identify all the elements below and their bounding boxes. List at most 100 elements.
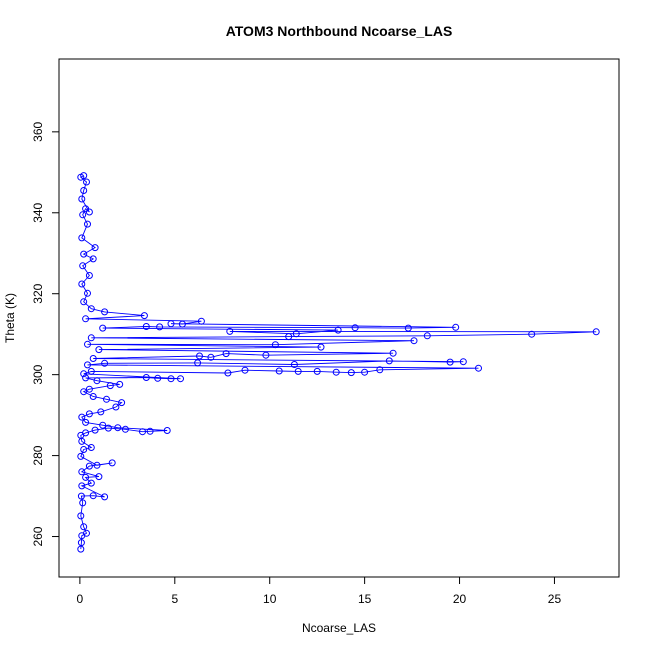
data-point (262, 351, 270, 359)
x-axis: 0 5 10 15 20 25 (77, 576, 561, 606)
data-point (85, 410, 93, 418)
y-axis: 260 280 300 320 340 360 (31, 122, 60, 547)
x-tick-label: 15 (358, 592, 372, 606)
data-point (410, 337, 418, 345)
data-point (84, 340, 91, 348)
data-point (118, 399, 126, 407)
data-point (224, 369, 232, 377)
data-point (163, 427, 171, 434)
data-point (167, 375, 175, 383)
data-point (196, 352, 203, 360)
data-point (78, 468, 86, 476)
data-point (389, 349, 397, 357)
data-point (142, 323, 150, 330)
data-point (222, 350, 230, 358)
data-point (87, 334, 95, 342)
data-point (82, 374, 90, 382)
data-point (241, 366, 249, 374)
data-point (167, 320, 175, 328)
data-point (85, 272, 93, 279)
data-point (80, 446, 88, 453)
data-point (423, 332, 431, 340)
data-point (78, 234, 86, 242)
data-point (80, 187, 88, 194)
data-point (80, 250, 88, 258)
data-point (80, 298, 88, 306)
data-point (78, 195, 86, 203)
data-point (89, 355, 97, 362)
data-point (332, 368, 340, 376)
data-point (404, 324, 412, 332)
data-point (82, 418, 90, 426)
data-point (121, 425, 129, 433)
data-point (334, 326, 342, 334)
data-point (452, 323, 460, 331)
data-point (475, 364, 482, 372)
data-point (154, 374, 162, 382)
data-point (84, 220, 91, 228)
data-point (95, 346, 103, 354)
data-point (77, 452, 85, 460)
data-point (376, 366, 384, 374)
x-tick-label: 5 (171, 592, 178, 606)
data-point (77, 545, 85, 553)
data-point (385, 357, 393, 365)
data-point (87, 444, 95, 451)
y-tick-label: 360 (31, 122, 45, 142)
data-point (95, 473, 103, 481)
data-point (85, 208, 93, 216)
data-point (89, 255, 97, 263)
data-point (592, 328, 600, 336)
data-point (87, 305, 95, 313)
data-point (292, 330, 300, 338)
data-point (101, 359, 109, 367)
data-point (146, 427, 154, 435)
data-point (177, 375, 184, 383)
data-point (83, 529, 90, 537)
data-point (275, 367, 283, 375)
data-point (80, 370, 88, 378)
data-point (77, 539, 85, 547)
data-point (114, 424, 122, 432)
data-point (85, 462, 93, 470)
data-point (93, 461, 101, 469)
x-tick-label: 20 (453, 592, 467, 606)
data-point (285, 333, 293, 341)
data-point (194, 359, 202, 367)
data-point (156, 323, 164, 331)
data-point (78, 280, 86, 288)
data-point (87, 479, 95, 487)
data-point (89, 492, 97, 500)
data-point (84, 361, 91, 369)
data-point (112, 403, 120, 411)
data-point (178, 320, 186, 328)
data-point (89, 393, 97, 400)
data-point (197, 317, 205, 325)
data-point (77, 512, 85, 520)
data-point (80, 388, 88, 396)
y-tick-label: 260 (31, 526, 45, 546)
x-tick-label: 0 (77, 592, 84, 606)
data-point (459, 358, 467, 366)
y-tick-label: 340 (31, 202, 45, 222)
data-point (271, 341, 279, 349)
y-tick-label: 320 (31, 283, 45, 303)
data-point (294, 367, 302, 375)
data-point (82, 429, 90, 437)
data-point (79, 499, 87, 507)
data-point (101, 493, 109, 501)
data-point (97, 408, 105, 416)
data-point (79, 211, 87, 219)
data-point (84, 289, 91, 297)
x-tick-label: 10 (263, 592, 277, 606)
data-point (528, 330, 536, 338)
data-point (347, 369, 355, 377)
data-point (317, 343, 325, 351)
data-point (93, 377, 101, 385)
data-point (361, 368, 369, 376)
y-axis-label: Theta (K) (3, 293, 17, 343)
data-point (80, 523, 88, 531)
data-point (226, 327, 234, 335)
